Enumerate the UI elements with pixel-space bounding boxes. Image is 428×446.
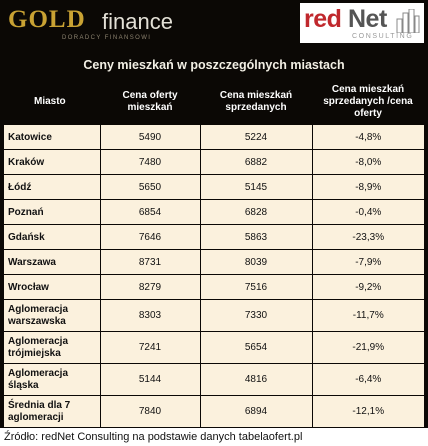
cell-city: Poznań — [4, 199, 100, 225]
cell-ratio: -4,8% — [311, 124, 424, 150]
logo-rednet-tagline: CONSULTING — [352, 33, 414, 40]
table-row: Katowice 5490 5224 -4,8% — [4, 124, 424, 150]
table-row: Gdańsk 7646 5863 -23,3% — [4, 224, 424, 250]
cell-ratio: -0,4% — [311, 199, 424, 225]
cell-sold-price: 8039 — [199, 249, 312, 275]
header-offer-price: Cena oferty mieszkań — [100, 80, 200, 125]
cell-city: Gdańsk — [4, 224, 100, 250]
cell-ratio: -8,0% — [311, 149, 424, 175]
cell-sold-price: 7516 — [199, 274, 312, 300]
table-row: Poznań 6854 6828 -0,4% — [4, 199, 424, 225]
cell-sold-price: 5224 — [199, 124, 312, 150]
cell-offer-price: 6854 — [99, 199, 200, 225]
cell-offer-price: 7840 — [99, 395, 200, 427]
logo-rednet-gray: Net — [348, 5, 387, 33]
table-row: Kraków 7480 6882 -8,0% — [4, 149, 424, 175]
cell-sold-price: 5145 — [199, 174, 312, 200]
cell-sold-price: 5863 — [199, 224, 312, 250]
cell-city: Kraków — [4, 149, 100, 175]
cell-city: Aglomeracja trójmiejska — [4, 331, 100, 364]
cell-city: Aglomeracja warszawska — [4, 299, 100, 332]
price-table: Miasto Cena oferty mieszkań Cena mieszka… — [4, 80, 424, 427]
table-row: Aglomeracja trójmiejska 7241 5654 -21,9% — [4, 331, 424, 364]
table-row: Aglomeracja warszawska 8303 7330 -11,7% — [4, 299, 424, 332]
cell-ratio: -12,1% — [311, 395, 424, 427]
header-city: Miasto — [4, 80, 100, 125]
infographic-frame: GOLD finance DORADCY FINANSOWI red Net C… — [0, 0, 428, 428]
header-ratio: Cena mieszkań sprzedanych /cena oferty — [312, 80, 424, 125]
table-header-row: Miasto Cena oferty mieszkań Cena mieszka… — [4, 80, 424, 125]
cell-ratio: -6,4% — [311, 363, 424, 396]
cell-offer-price: 8731 — [99, 249, 200, 275]
cell-offer-price: 8279 — [99, 274, 200, 300]
cell-sold-price: 6828 — [199, 199, 312, 225]
cell-sold-price: 6882 — [199, 149, 312, 175]
cell-ratio: -7,9% — [311, 249, 424, 275]
cell-ratio: -21,9% — [311, 331, 424, 364]
cell-offer-price: 7480 — [99, 149, 200, 175]
cell-city: Katowice — [4, 124, 100, 150]
header-sold-price: Cena mieszkań sprzedanych — [200, 80, 312, 125]
cell-offer-price: 7646 — [99, 224, 200, 250]
table-row: Wrocław 8279 7516 -9,2% — [4, 274, 424, 300]
cell-sold-price: 7330 — [199, 299, 312, 332]
logo-finance-word: finance — [102, 9, 173, 34]
cell-offer-price: 8303 — [99, 299, 200, 332]
cell-ratio: -8,9% — [311, 174, 424, 200]
buildings-icon — [396, 9, 420, 33]
cell-ratio: -11,7% — [311, 299, 424, 332]
cell-sold-price: 5654 — [199, 331, 312, 364]
cell-ratio: -9,2% — [311, 274, 424, 300]
cell-offer-price: 5144 — [99, 363, 200, 396]
table-row: Warszawa 8731 8039 -7,9% — [4, 249, 424, 275]
cell-offer-price: 5650 — [99, 174, 200, 200]
table-row: Średnia dla 7 aglomeracji 7840 6894 -12,… — [4, 395, 424, 427]
cell-city: Wrocław — [4, 274, 100, 300]
cell-ratio: -23,3% — [311, 224, 424, 250]
table-row: Aglomeracja śląska 5144 4816 -6,4% — [4, 363, 424, 396]
cell-offer-price: 5490 — [99, 124, 200, 150]
rednet-consulting-logo: red Net CONSULTING — [300, 3, 424, 43]
logo-rednet-red: red — [304, 5, 342, 33]
cell-sold-price: 6894 — [199, 395, 312, 427]
cell-city: Łódź — [4, 174, 100, 200]
gold-finance-logo: GOLD finance DORADCY FINANSOWI — [6, 4, 202, 44]
table-title: Ceny mieszkań w poszczególnych miastach — [83, 58, 345, 72]
cell-city: Warszawa — [4, 249, 100, 275]
table-row: Łódź 5650 5145 -8,9% — [4, 174, 424, 200]
logo-gold-tagline: DORADCY FINANSOWI — [62, 35, 152, 41]
cell-city: Aglomeracja śląska — [4, 363, 100, 396]
cell-sold-price: 4816 — [199, 363, 312, 396]
logo-gold-word: GOLD — [8, 6, 86, 33]
cell-offer-price: 7241 — [99, 331, 200, 364]
cell-city: Średnia dla 7 aglomeracji — [4, 395, 100, 427]
source-note: Źródło: redNet Consulting na podstawie d… — [4, 431, 303, 443]
